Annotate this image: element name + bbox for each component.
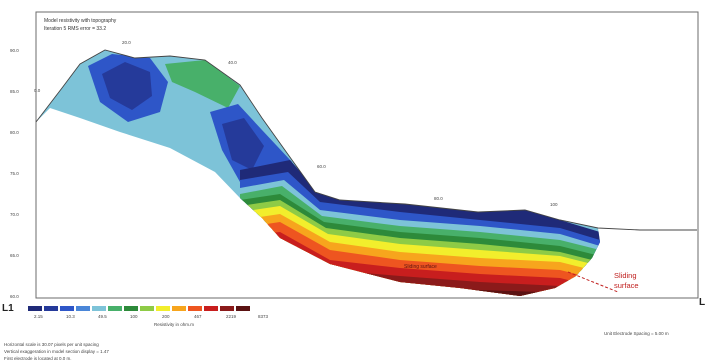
chart-title: Model resistivity with topography — [44, 18, 117, 24]
electrode-spacing-note: Unit Electrode Spacing = 5.00 m — [604, 331, 669, 336]
y-tick-label: 90.0 — [10, 48, 19, 53]
scale-note: Horizontal scale is 30.07 pixels per uni… — [4, 342, 99, 347]
legend-swatch — [44, 306, 58, 311]
sliding-surface-callout-line2: surface — [614, 281, 639, 290]
topo-label: 0.0 — [34, 88, 41, 93]
topo-label: 100 — [550, 202, 558, 207]
legend-swatch — [156, 306, 170, 311]
legend-swatch — [92, 306, 106, 311]
y-tick-label: 75.0 — [10, 171, 19, 176]
legend-swatch — [172, 306, 186, 311]
legend-swatch — [204, 306, 218, 311]
sliding-surface-pointer — [567, 271, 619, 293]
topo-label: 40.0 — [228, 60, 237, 65]
exaggeration-note: Vertical exaggeration in model section d… — [4, 349, 109, 354]
sliding-surface-inner-label: Sliding surface — [404, 264, 437, 270]
y-tick-label: 80.0 — [10, 130, 19, 135]
y-tick-label: 60.0 — [10, 294, 19, 299]
sliding-surface-callout-line1: Sliding — [614, 271, 637, 280]
legend-label: 2219 — [226, 314, 237, 319]
legend-label: 10.3 — [66, 314, 75, 319]
layer-patch — [102, 62, 152, 110]
legend-label: 2.15 — [34, 314, 43, 319]
y-tick-label: 70.0 — [10, 212, 19, 217]
legend-label: 200 — [162, 314, 170, 319]
legend-label: 100 — [130, 314, 138, 319]
legend-swatch — [124, 306, 138, 311]
line-start-label: L1 — [2, 303, 14, 314]
topo-label: 60.0 — [317, 164, 326, 169]
legend-labels: 2.15 10.3 49.5 100 200 467 2219 8373 — [34, 314, 269, 319]
legend-swatch — [76, 306, 90, 311]
line-end-label: L — [699, 297, 705, 308]
chart-subtitle: Iteration 5 RMS error = 33.2 — [44, 26, 106, 32]
y-tick-label: 65.0 — [10, 253, 19, 258]
legend-swatch — [60, 306, 74, 311]
topo-label: 20.0 — [122, 40, 131, 45]
legend-swatch — [28, 306, 42, 311]
legend-label: 467 — [194, 314, 202, 319]
legend-swatch — [188, 306, 202, 311]
topo-label: 80.0 — [434, 196, 443, 201]
legend-label: 49.5 — [98, 314, 107, 319]
legend-swatch — [108, 306, 122, 311]
topo-labels: 0.0 20.0 40.0 60.0 80.0 100 — [34, 40, 558, 207]
legend-title: Resistivity in ohm.m — [154, 322, 194, 327]
resistivity-layers — [36, 50, 600, 296]
layer-patch — [222, 118, 264, 170]
legend-color-bar — [28, 306, 250, 311]
legend-label: 8373 — [258, 314, 269, 319]
y-tick-label: 85.0 — [10, 89, 19, 94]
topography-line — [35, 49, 697, 231]
layer-patch — [165, 60, 240, 108]
legend-swatch — [140, 306, 154, 311]
plot-frame — [35, 11, 699, 299]
legend-swatch — [236, 306, 250, 311]
legend-swatch — [220, 306, 234, 311]
first-electrode-note: First electrode is located at 0.0 m. — [4, 356, 72, 361]
y-axis: 90.0 85.0 80.0 75.0 70.0 65.0 60.0 — [10, 48, 19, 299]
